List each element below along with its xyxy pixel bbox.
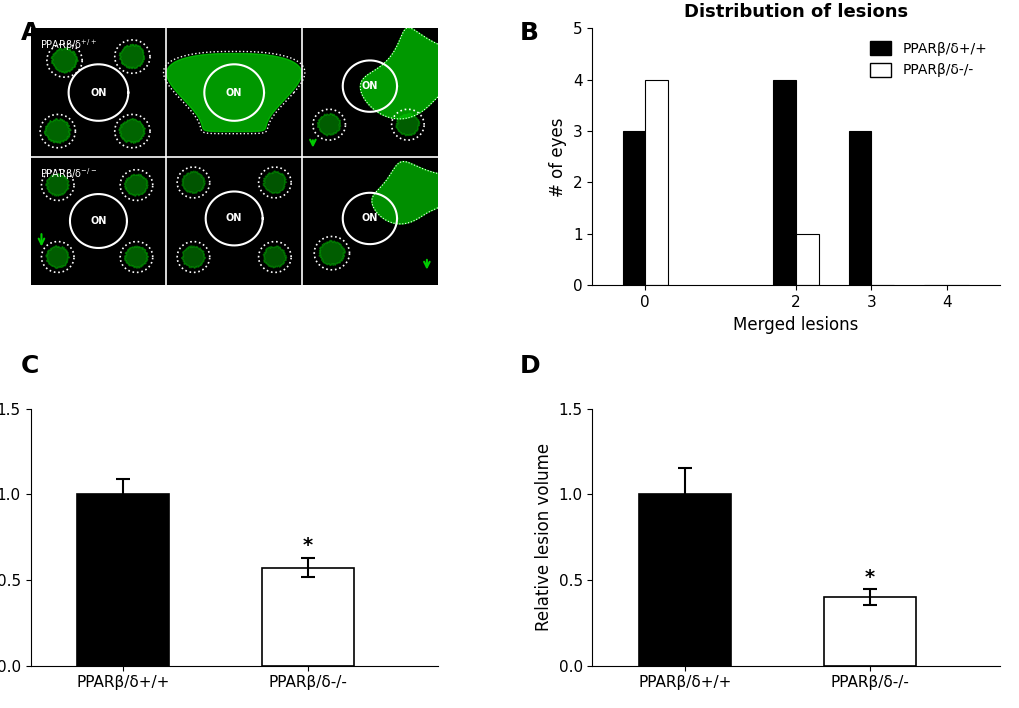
Polygon shape — [263, 171, 286, 193]
Text: ON: ON — [362, 213, 378, 224]
Polygon shape — [181, 171, 205, 194]
Polygon shape — [263, 246, 286, 268]
Polygon shape — [360, 28, 482, 119]
Polygon shape — [124, 174, 148, 196]
Bar — [645, 80, 667, 285]
Polygon shape — [51, 48, 78, 73]
Bar — [76, 494, 169, 666]
Text: ON: ON — [362, 81, 378, 91]
Polygon shape — [44, 119, 71, 144]
Text: ON: ON — [90, 216, 107, 226]
Polygon shape — [124, 246, 149, 268]
Polygon shape — [317, 113, 340, 136]
Polygon shape — [119, 118, 146, 144]
Polygon shape — [166, 54, 302, 132]
Text: ON: ON — [226, 213, 243, 224]
Y-axis label: # of eyes: # of eyes — [549, 117, 567, 197]
Polygon shape — [119, 44, 145, 69]
Legend: PPARβ/δ+/+, PPARβ/δ-/-: PPARβ/δ+/+, PPARβ/δ-/- — [864, 35, 991, 83]
Polygon shape — [395, 113, 419, 136]
Polygon shape — [319, 241, 344, 266]
Polygon shape — [181, 246, 206, 268]
Bar — [823, 597, 915, 666]
Text: *: * — [864, 568, 874, 587]
Text: C: C — [20, 354, 39, 378]
Text: D: D — [520, 354, 540, 378]
Text: PPARβ/δ$^{-/-}$: PPARβ/δ$^{-/-}$ — [40, 166, 97, 181]
Text: B: B — [520, 21, 539, 45]
Text: ON: ON — [226, 88, 243, 98]
Polygon shape — [46, 173, 69, 196]
Polygon shape — [372, 161, 454, 224]
Text: A: A — [20, 21, 40, 45]
Bar — [622, 131, 645, 285]
Bar — [795, 234, 818, 285]
Bar — [638, 494, 731, 666]
Text: *: * — [303, 536, 313, 555]
Bar — [262, 568, 355, 666]
Text: ON: ON — [90, 88, 107, 98]
X-axis label: Merged lesions: Merged lesions — [733, 316, 858, 333]
Polygon shape — [46, 246, 69, 268]
Text: PPARβ/δ$^{+/+}$: PPARβ/δ$^{+/+}$ — [40, 38, 97, 53]
Title: Distribution of lesions: Distribution of lesions — [684, 4, 907, 21]
Bar — [848, 131, 870, 285]
Bar — [772, 80, 795, 285]
Y-axis label: Relative lesion volume: Relative lesion volume — [535, 443, 552, 631]
